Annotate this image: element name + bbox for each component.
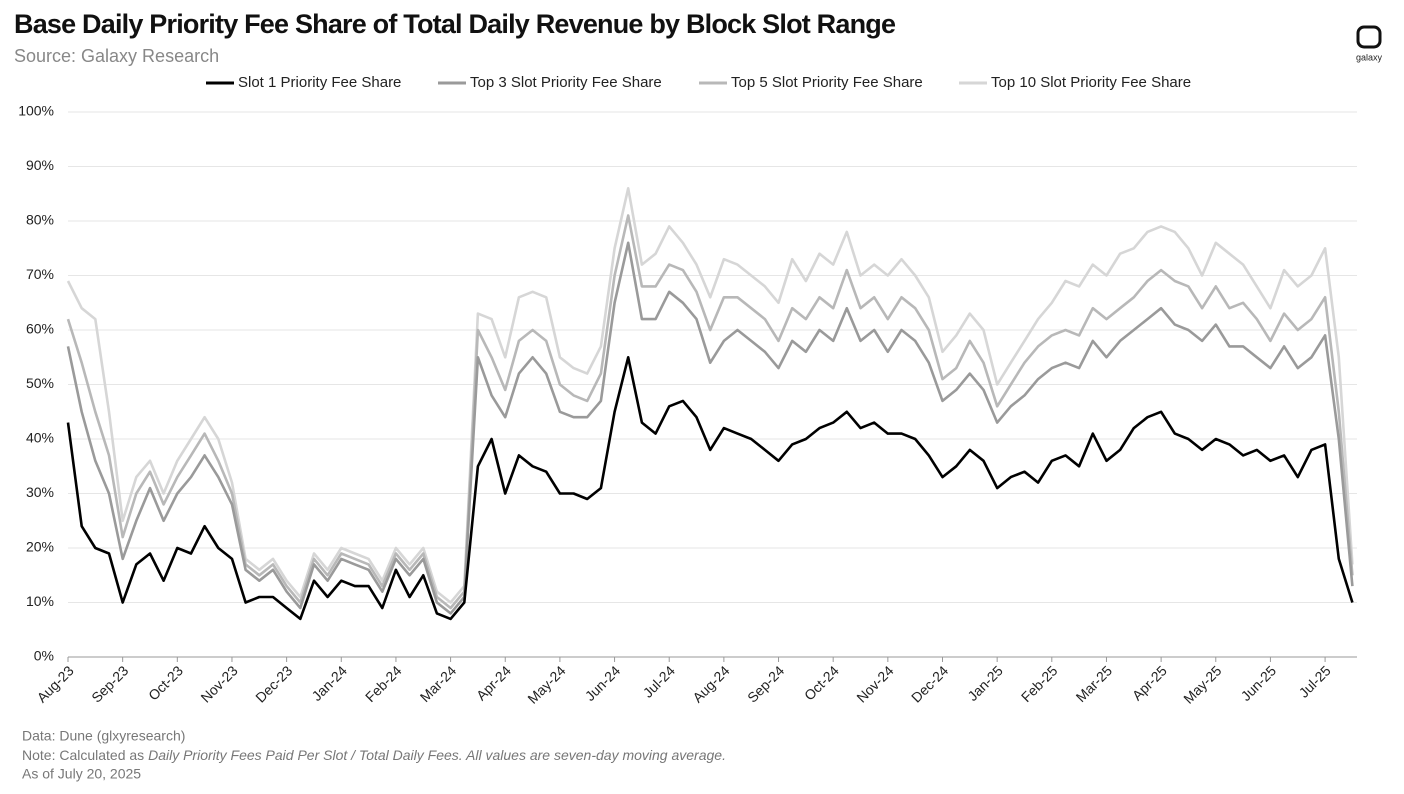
x-tick-label: Jan-25 bbox=[964, 662, 1006, 704]
x-tick-label: Jul-25 bbox=[1296, 662, 1334, 700]
footnote-data: Data: Dune (glxyresearch) bbox=[22, 728, 185, 744]
series-line bbox=[66, 187, 1354, 604]
chart-subtitle: Source: Galaxy Research bbox=[14, 46, 219, 66]
x-tick-label: Jun-24 bbox=[582, 662, 624, 704]
x-tick-label: Sep-23 bbox=[88, 662, 131, 705]
legend-label: Top 5 Slot Priority Fee Share bbox=[731, 74, 923, 91]
y-tick-label: 10% bbox=[26, 593, 54, 609]
x-tick-label: May-25 bbox=[1180, 662, 1224, 706]
footnote-asof: As of July 20, 2025 bbox=[22, 766, 141, 782]
legend-label: Slot 1 Priority Fee Share bbox=[238, 74, 401, 91]
x-tick-label: Jul-24 bbox=[640, 662, 678, 700]
x-tick-label: May-24 bbox=[524, 662, 568, 706]
x-tick-label: Jan-24 bbox=[308, 662, 350, 704]
y-tick-label: 30% bbox=[26, 484, 54, 500]
x-tick-label: Nov-24 bbox=[853, 662, 896, 705]
y-tick-label: 100% bbox=[18, 103, 54, 119]
legend-label: Top 10 Slot Priority Fee Share bbox=[991, 74, 1191, 91]
x-tick-label: Mar-25 bbox=[1073, 662, 1116, 705]
note-italic: Daily Priority Fees Paid Per Slot / Tota… bbox=[148, 747, 726, 763]
y-tick-label: 90% bbox=[26, 157, 54, 173]
x-tick-label: Mar-24 bbox=[417, 662, 460, 705]
x-tick-label: Oct-24 bbox=[801, 662, 842, 703]
series-line bbox=[66, 241, 1354, 615]
y-tick-label: 80% bbox=[26, 212, 54, 228]
x-tick-label: Feb-24 bbox=[362, 662, 405, 705]
y-tick-label: 70% bbox=[26, 266, 54, 282]
series-line bbox=[66, 214, 1354, 610]
x-tick-label: Feb-25 bbox=[1018, 662, 1061, 705]
x-tick-label: Dec-23 bbox=[252, 662, 295, 705]
y-tick-label: 60% bbox=[26, 321, 54, 337]
note-prefix: Note: Calculated as bbox=[22, 747, 148, 763]
y-tick-label: 0% bbox=[34, 648, 54, 664]
x-tick-label: Oct-23 bbox=[145, 662, 186, 703]
x-tick-label: Aug-24 bbox=[689, 662, 732, 705]
series-line bbox=[66, 356, 1354, 621]
logo-icon bbox=[1356, 25, 1382, 49]
footnote-note: Note: Calculated as Daily Priority Fees … bbox=[22, 747, 726, 763]
y-tick-label: 50% bbox=[26, 375, 54, 391]
y-tick-label: 20% bbox=[26, 539, 54, 555]
x-tick-label: Apr-25 bbox=[1129, 662, 1170, 703]
legend-label: Top 3 Slot Priority Fee Share bbox=[470, 74, 662, 91]
y-tick-label: 40% bbox=[26, 430, 54, 446]
x-tick-label: Jun-25 bbox=[1238, 662, 1280, 704]
x-tick-label: Nov-23 bbox=[197, 662, 240, 705]
chart-title: Base Daily Priority Fee Share of Total D… bbox=[14, 9, 896, 39]
x-tick-label: Sep-24 bbox=[744, 662, 787, 705]
x-tick-label: Dec-24 bbox=[908, 662, 951, 705]
logo-text: galaxy bbox=[1356, 52, 1383, 62]
x-tick-label: Aug-23 bbox=[33, 662, 76, 705]
x-tick-label: Apr-24 bbox=[473, 662, 514, 703]
